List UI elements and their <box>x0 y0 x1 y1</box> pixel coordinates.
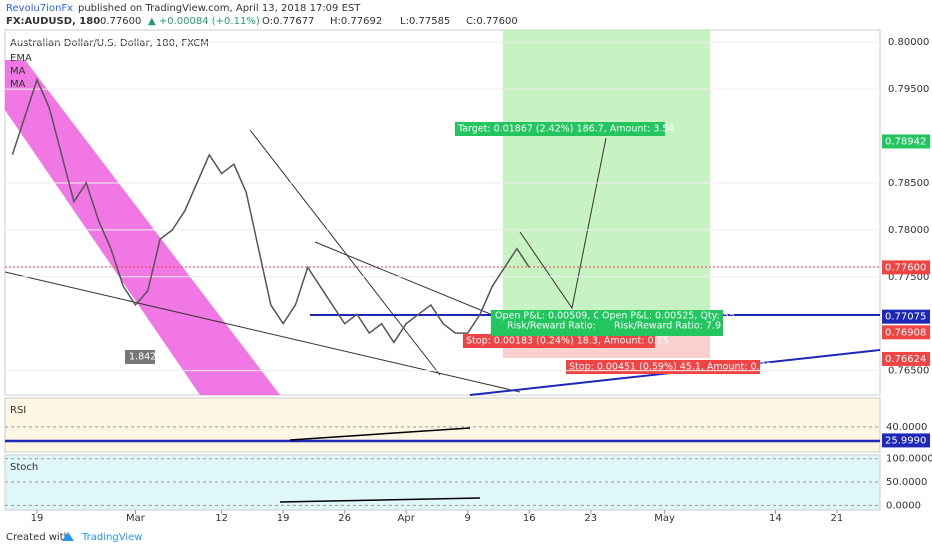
x-tick-label: 23 <box>584 513 597 524</box>
pnl-box <box>491 310 606 336</box>
rr-label: Risk/Reward Ratio: 7.9 <box>614 321 721 332</box>
value-tag <box>882 433 930 448</box>
price-tag <box>882 134 930 149</box>
change: ▲ +0.00084 (+0.11%) <box>148 16 260 27</box>
rr-label: Risk/Reward Ratio: 10.2 <box>507 321 620 332</box>
close: C:0.77600 <box>466 16 518 27</box>
legend-item: MA <box>10 66 26 77</box>
price-line <box>11 77 530 344</box>
y-tick-label: 0.78000 <box>888 225 929 236</box>
trendline <box>314 241 501 319</box>
x-tick-label: 16 <box>523 513 536 524</box>
trendline <box>249 129 441 376</box>
pane-title: RSI <box>10 405 26 416</box>
stoch-pane <box>4 454 881 511</box>
stop-label: Stop: 0.00183 (0.24%) 18.3, Amount: 0.75 <box>466 336 669 347</box>
x-tick-label: 19 <box>277 513 290 524</box>
y-tick-label: 0.80000 <box>888 37 929 48</box>
x-tick-label: 19 <box>31 513 44 524</box>
price-tag <box>882 325 930 340</box>
logo <box>62 532 74 541</box>
pnl-label: Open P&L: 0.00525, Qty: 55 <box>602 311 735 322</box>
price-tag <box>882 351 930 366</box>
y-tick-label: 40.0000 <box>886 422 927 433</box>
x-tick-label: 12 <box>215 513 228 524</box>
x-tick-label: 14 <box>769 513 782 524</box>
y-tick-label: 0.79500 <box>888 84 929 95</box>
price-tag-label: 0.77075 <box>885 312 926 323</box>
x-tick-label: 26 <box>338 513 351 524</box>
footer-text: Created with <box>6 532 70 543</box>
target-zone <box>503 30 710 315</box>
author[interactable]: Revolu7ionFx <box>6 3 73 14</box>
price-tag-label: 0.76908 <box>885 327 926 338</box>
brand[interactable]: TradingView <box>81 532 142 543</box>
pink-wedge <box>5 60 280 395</box>
stop-label: Stop: 0.00451 (0.59%) 45.1, Amount: 0.75 <box>569 362 772 373</box>
legend-title: Australian Dollar/U.S. Dollar, 180, FXCM <box>10 38 209 49</box>
divergence <box>279 497 481 503</box>
high: H:0.77692 <box>330 16 382 27</box>
rsi-pane <box>4 397 881 453</box>
pane-title: Stoch <box>10 462 38 473</box>
y-tick-label: 0.0000 <box>886 500 921 511</box>
x-tick-label: May <box>654 513 675 524</box>
x-tick-label: Apr <box>398 513 416 524</box>
y-tick-label: 0.76500 <box>888 366 929 377</box>
symbol: FX:AUDUSD, 180 <box>6 16 100 27</box>
y-tick-label: 0.78500 <box>888 178 929 189</box>
price-tag-label: 0.78942 <box>885 136 926 147</box>
projection <box>519 137 607 310</box>
x-tick-label: Mar <box>126 513 146 524</box>
legend-item: EMA <box>10 53 32 64</box>
open: O:0.77677 <box>262 16 314 27</box>
main-pane <box>4 29 881 396</box>
pnl-label: Open P&L: 0.00509, Qty: 55 <box>495 311 628 322</box>
x-tick-label: 21 <box>831 513 844 524</box>
stop-box <box>463 334 655 348</box>
target-box <box>455 122 665 136</box>
value-tag-label: 25.9990 <box>885 435 926 446</box>
published: published on TradingView.com, April 13, … <box>78 3 361 14</box>
measure-box <box>125 350 155 364</box>
y-tick-label: 50.0000 <box>886 477 927 488</box>
y-tick-label: 0.77500 <box>888 272 929 283</box>
price-tag <box>882 260 930 275</box>
x-tick-label: 9 <box>465 513 471 524</box>
measure-label: 1.842 <box>129 352 156 363</box>
trendline <box>4 271 521 393</box>
price-tag-label: 0.76624 <box>885 354 926 365</box>
target-label: Target: 0.01867 (2.42%) 186.7, Amount: 3… <box>457 124 674 135</box>
legend-item: MA <box>10 79 26 90</box>
low: L:0.77585 <box>400 16 450 27</box>
last: 0.77600 <box>100 16 141 27</box>
pnl-box <box>598 310 723 336</box>
price-tag-label: 0.77600 <box>885 262 926 273</box>
divergence <box>289 427 471 441</box>
y-tick-label: 100.0000 <box>886 454 932 465</box>
price-tag <box>882 309 930 324</box>
